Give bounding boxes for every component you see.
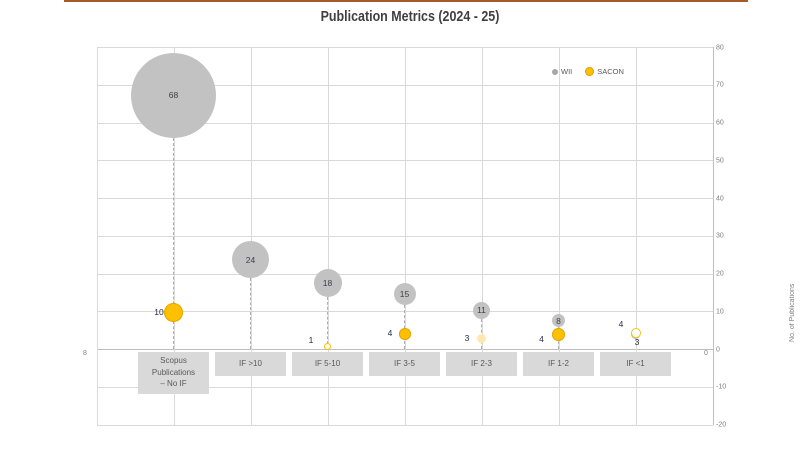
- category-box: IF 2-3: [446, 351, 517, 376]
- top-accent-line: [64, 0, 748, 2]
- v-gridline: [327, 47, 329, 425]
- bubble-wii: [131, 52, 216, 138]
- category-label-line: IF <1: [626, 358, 645, 368]
- data-label: 4: [387, 328, 393, 338]
- category-box: IF <1: [600, 351, 671, 376]
- category-box: IF 3-5: [369, 351, 440, 376]
- v-gridline: [404, 47, 406, 425]
- category-box: IF >10: [215, 351, 286, 376]
- drop-line: [173, 137, 174, 349]
- data-label: 3: [634, 337, 640, 347]
- v-gridline: [712, 47, 714, 425]
- category-label-line: IF >10: [239, 358, 262, 368]
- category-box: IF 1-2: [523, 351, 594, 376]
- category-label-line: Scopus: [160, 356, 187, 366]
- category-label-line: IF 1-2: [548, 358, 569, 368]
- bubble-wii: [393, 283, 416, 305]
- bubble-sacon: [552, 327, 565, 341]
- chart-title: Publication Metrics (2024 - 25): [320, 9, 500, 25]
- data-label: 24: [245, 254, 256, 265]
- data-label: 68: [168, 90, 179, 100]
- data-label: 3: [464, 332, 470, 343]
- data-label: 8: [556, 315, 561, 326]
- data-label: 4: [618, 319, 624, 329]
- data-label: 18: [322, 278, 333, 288]
- v-gridline: [481, 47, 483, 425]
- y-tick-label: 30: [716, 232, 724, 240]
- x-axis-label-right: 0: [704, 350, 708, 357]
- category-label-line: IF 2-3: [471, 358, 492, 368]
- v-gridline: [173, 47, 175, 425]
- y-tick-label: 0: [716, 346, 720, 353]
- legend: WII SACON: [552, 67, 624, 76]
- data-label: 10: [154, 306, 164, 317]
- bubble-wii: [313, 269, 342, 297]
- y-tick-label: 10: [716, 308, 724, 316]
- bubble-wii: [232, 241, 269, 278]
- legend-marker-icon: [552, 68, 558, 75]
- v-gridline: [96, 47, 98, 425]
- category-label-line: IF 5-10: [314, 358, 341, 368]
- bubble-sacon: [324, 343, 331, 350]
- h-gridline: [96, 424, 713, 426]
- v-gridline: [250, 47, 252, 425]
- v-gridline: [558, 47, 560, 425]
- category-label-line: – No IF: [160, 379, 187, 389]
- drop-line: [327, 297, 328, 349]
- legend-marker-icon: [585, 67, 595, 76]
- y-tick-label: 20: [716, 270, 724, 278]
- data-label: 15: [399, 289, 410, 299]
- legend-item-sacon: SACON: [585, 67, 624, 76]
- bubble-sacon: [398, 328, 411, 340]
- legend-label: WII: [561, 67, 573, 76]
- category-box: IF 5-10: [292, 351, 363, 376]
- y-tick-label: -20: [716, 421, 727, 429]
- x-axis-label-left: 8: [83, 350, 87, 357]
- drop-line: [250, 278, 251, 349]
- bubble-wii: [552, 314, 565, 327]
- y-tick-label: -10: [716, 383, 727, 391]
- v-gridline: [635, 47, 637, 425]
- category-label-line: IF 3-5: [394, 358, 415, 368]
- data-label: 4: [539, 333, 544, 344]
- bubble-sacon: [477, 333, 486, 343]
- y-tick-label: 70: [716, 81, 724, 89]
- data-label: 1: [308, 334, 314, 345]
- data-label: 11: [477, 305, 486, 315]
- drop-line: [404, 305, 405, 349]
- legend-item-wii: WII: [552, 67, 572, 76]
- bubble-sacon: [164, 302, 183, 322]
- y-tick-label: 50: [716, 157, 724, 165]
- y-tick-label: 60: [716, 119, 724, 127]
- category-box: Scopus Publications – No IF: [138, 351, 209, 394]
- bubble-wii: [473, 301, 490, 319]
- category-label-line: Publications: [151, 367, 196, 377]
- bubble-sacon: [630, 327, 641, 338]
- y-tick-label: 80: [716, 44, 724, 51]
- y-axis-title: No. of Publications: [789, 283, 796, 342]
- legend-label: SACON: [597, 67, 624, 76]
- y-tick-label: 40: [716, 195, 724, 202]
